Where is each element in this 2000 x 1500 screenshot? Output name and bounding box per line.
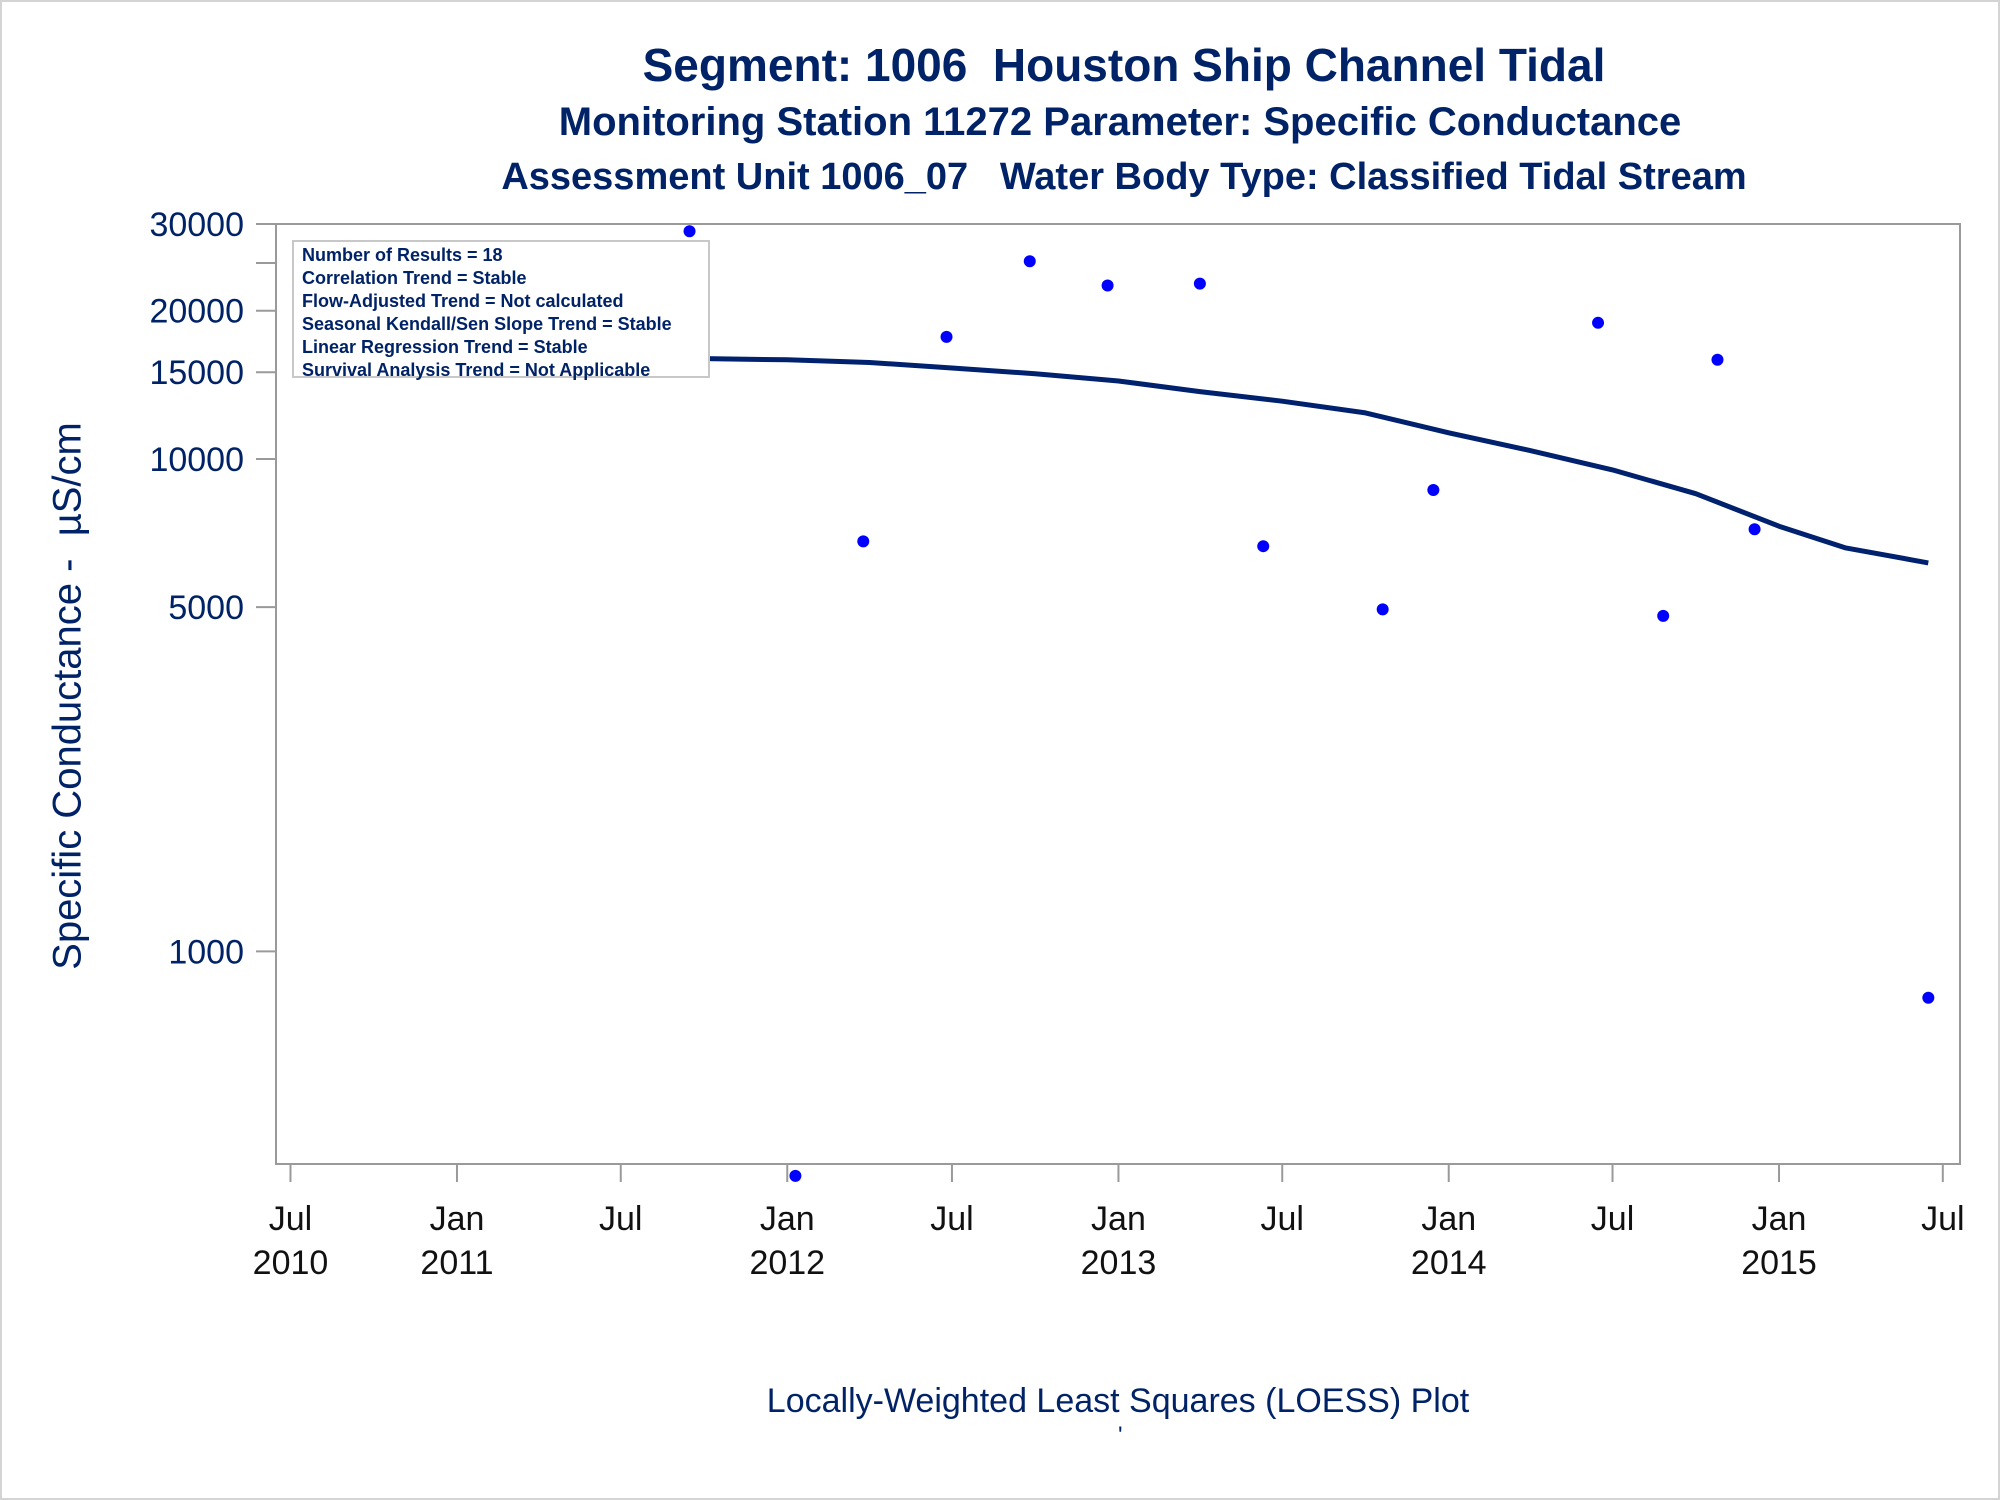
x-tick-year-label: 2015 bbox=[1741, 1244, 1817, 1282]
data-point bbox=[1711, 353, 1724, 366]
x-tick-year-label: 2012 bbox=[749, 1244, 825, 1282]
x-tick-year-label: 2011 bbox=[420, 1244, 493, 1282]
x-tick-month-label: Jul bbox=[1921, 1200, 1964, 1238]
x-tick-month-label: Jan bbox=[1752, 1200, 1807, 1238]
x-tick-month-label: Jan bbox=[430, 1200, 485, 1238]
data-point bbox=[1257, 540, 1270, 553]
chart-subtitle-station: Monitoring Station 11272 Parameter: Spec… bbox=[558, 100, 1682, 144]
stats-seasonal-kendall-trend: Seasonal Kendall/Sen Slope Trend = Stabl… bbox=[302, 314, 672, 334]
y-tick-label: 30000 bbox=[149, 206, 244, 244]
x-tick-month-label: Jul bbox=[1261, 1200, 1304, 1238]
y-axis: 30000 20000 15000 10000 5000 1000 bbox=[149, 206, 276, 971]
x-axis: Jul 2010 Jan 2011 Jul Jan 2012 Jul Jan 2013 Jul Jan… bbox=[253, 1164, 1965, 1282]
y-tick-label: 5000 bbox=[168, 589, 244, 627]
y-tick-label: 1000 bbox=[168, 933, 244, 971]
x-tick-month-label: Jan bbox=[760, 1200, 815, 1238]
data-point bbox=[683, 225, 696, 238]
data-point bbox=[1592, 316, 1605, 329]
data-point bbox=[1922, 991, 1935, 1004]
data-point bbox=[940, 330, 953, 343]
stats-survival-analysis-trend: Survival Analysis Trend = Not Applicable bbox=[302, 360, 651, 380]
chart-title: Segment: 1006 Houston Ship Channel Tidal bbox=[642, 39, 1606, 91]
y-tick-label: 20000 bbox=[149, 293, 244, 331]
stats-correlation-trend: Correlation Trend = Stable bbox=[302, 268, 527, 288]
y-axis-label: Specific Conductance - µS/cm bbox=[45, 422, 90, 970]
data-point bbox=[1101, 279, 1114, 292]
trend-stats-box: Number of Results = 18 Correlation Trend… bbox=[292, 240, 710, 380]
y-tick-label: 10000 bbox=[149, 441, 244, 479]
x-tick-year-label: 2014 bbox=[1411, 1244, 1487, 1282]
data-point bbox=[1427, 483, 1440, 496]
loess-trend-line bbox=[346, 353, 1929, 566]
footnote-mark: ' bbox=[1118, 1422, 1123, 1449]
data-point bbox=[1376, 603, 1389, 616]
data-point bbox=[1193, 277, 1206, 290]
data-point bbox=[1657, 609, 1670, 622]
data-point bbox=[1023, 255, 1036, 268]
stats-linear-regression-trend: Linear Regression Trend = Stable bbox=[302, 337, 588, 357]
plot-footnote: Locally-Weighted Least Squares (LOESS) P… bbox=[766, 1382, 1470, 1420]
x-tick-year-label: 2013 bbox=[1081, 1244, 1157, 1282]
x-tick-month-label: Jul bbox=[599, 1200, 642, 1238]
stats-flow-adjusted-trend: Flow-Adjusted Trend = Not calculated bbox=[302, 291, 624, 311]
stats-number-of-results: Number of Results = 18 bbox=[302, 245, 503, 265]
data-point bbox=[1748, 523, 1761, 536]
x-tick-month-label: Jul bbox=[1591, 1200, 1634, 1238]
data-point bbox=[789, 1169, 802, 1182]
x-tick-month-label: Jan bbox=[1091, 1200, 1146, 1238]
x-tick-year-label: 2010 bbox=[253, 1244, 329, 1282]
y-tick-label: 15000 bbox=[149, 354, 244, 392]
chart-subtitle-assessment: Assessment Unit 1006_07 Water Body Type:… bbox=[501, 156, 1747, 198]
x-tick-month-label: Jul bbox=[930, 1200, 973, 1238]
data-point bbox=[857, 535, 870, 548]
x-tick-month-label: Jul bbox=[269, 1200, 312, 1238]
x-tick-month-label: Jan bbox=[1421, 1200, 1476, 1238]
